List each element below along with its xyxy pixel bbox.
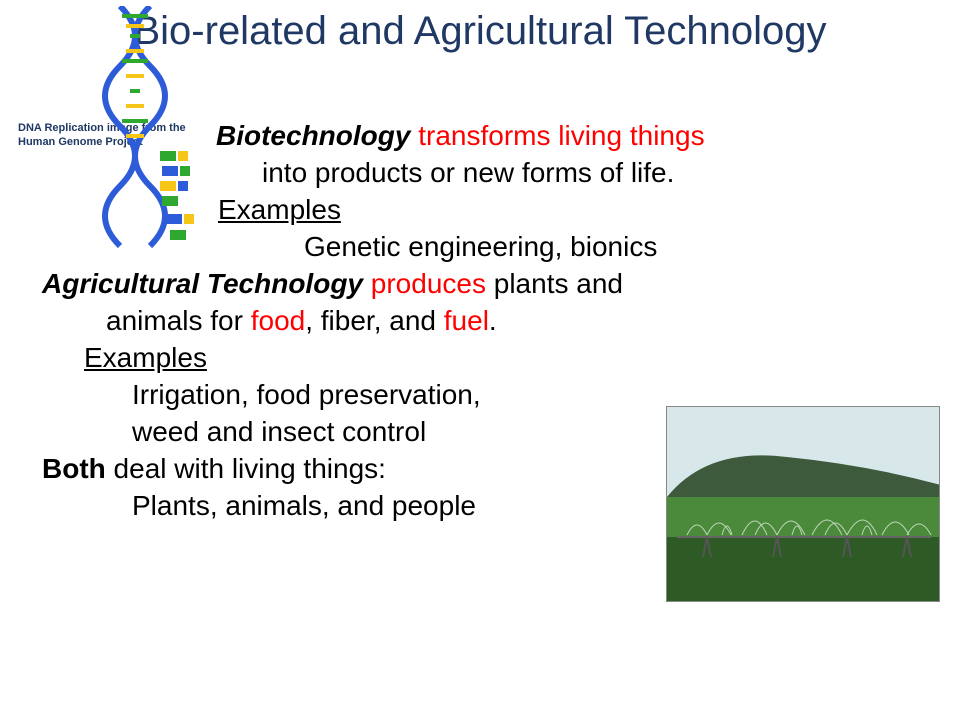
examples-label-2: Examples — [84, 340, 930, 377]
biotech-rest: into products or new forms of life. — [262, 155, 930, 192]
agri-mid2: animals for — [106, 305, 251, 336]
irrigation-image — [666, 406, 940, 602]
agri-term: Agricultural Technology — [42, 268, 363, 299]
agri-end: . — [489, 305, 497, 336]
agri-mid1: plants and — [494, 268, 623, 299]
biotech-examples: Genetic engineering, bionics — [304, 229, 930, 266]
agri-mid3: , fiber, and — [305, 305, 444, 336]
both-term: Both — [42, 453, 106, 484]
biotech-term: Biotechnology — [216, 120, 410, 151]
agri-ex1: Irrigation, food preservation, — [132, 377, 630, 414]
agri-action: produces — [363, 268, 494, 299]
examples-label-1: Examples — [218, 192, 930, 229]
biotech-action: transforms living things — [410, 120, 704, 151]
both-rest: deal with living things: — [106, 453, 386, 484]
agri-food: food — [251, 305, 306, 336]
agri-fuel: fuel — [444, 305, 489, 336]
